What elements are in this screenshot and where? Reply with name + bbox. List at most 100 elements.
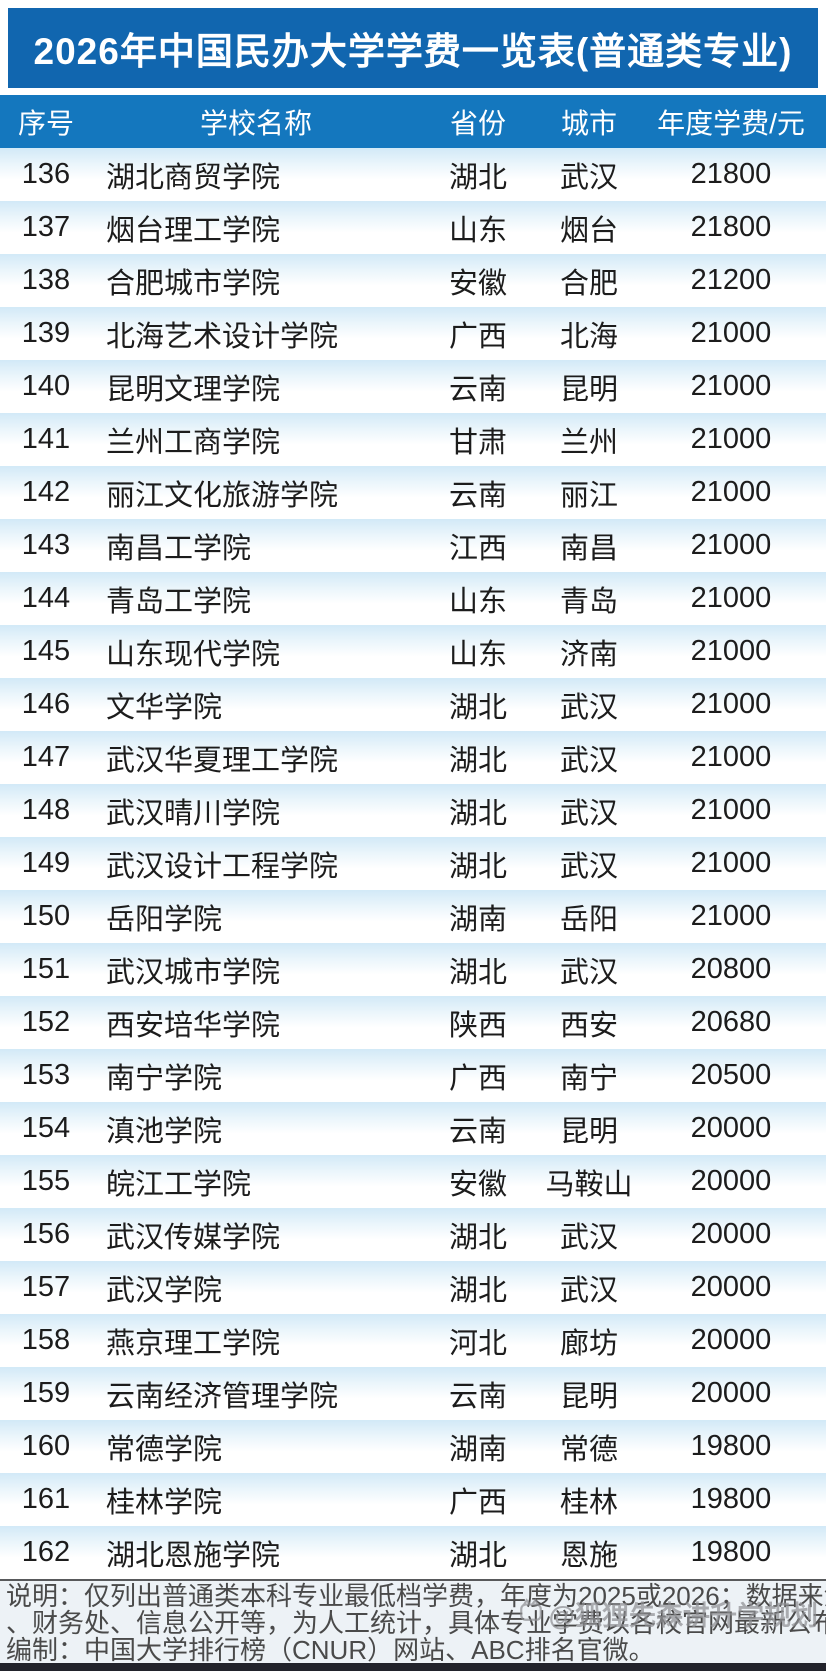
row-number: 145 bbox=[21, 635, 71, 667]
tuition-fee: 21000 bbox=[690, 317, 772, 349]
tuition-fee: 21000 bbox=[690, 794, 772, 826]
province: 甘肃 bbox=[448, 426, 507, 459]
table-row: 141 兰州工商学院 甘肃 兰州 21000 bbox=[0, 413, 826, 466]
tuition-fee: 21000 bbox=[690, 688, 772, 720]
city: 合肥 bbox=[559, 267, 618, 300]
school-name: 兰州工商学院 bbox=[106, 426, 281, 459]
row-number: 154 bbox=[21, 1112, 71, 1144]
province: 湖北 bbox=[448, 850, 507, 883]
school-name: 文华学院 bbox=[106, 691, 223, 724]
province: 湖南 bbox=[448, 903, 507, 936]
city: 西安 bbox=[559, 1009, 618, 1042]
tuition-fee: 21000 bbox=[690, 423, 772, 455]
table-row: 155 皖江工学院 安徽 马鞍山 20000 bbox=[0, 1155, 826, 1208]
city: 武汉 bbox=[559, 744, 618, 777]
table-row: 144 青岛工学院 山东 青岛 21000 bbox=[0, 572, 826, 625]
city: 武汉 bbox=[559, 1274, 618, 1307]
header-index: 序号 bbox=[17, 107, 74, 139]
table-row: 140 昆明文理学院 云南 昆明 21000 bbox=[0, 360, 826, 413]
city: 武汉 bbox=[559, 797, 618, 830]
table-row: 148 武汉晴川学院 湖北 武汉 21000 bbox=[0, 784, 826, 837]
bottom-bar bbox=[0, 1663, 826, 1671]
tuition-fee: 21000 bbox=[690, 529, 772, 561]
row-number: 151 bbox=[21, 953, 71, 985]
city: 昆明 bbox=[559, 373, 618, 406]
city: 马鞍山 bbox=[545, 1168, 633, 1201]
province: 湖北 bbox=[448, 691, 507, 724]
school-name: 南昌工学院 bbox=[106, 532, 252, 565]
row-number: 136 bbox=[21, 158, 71, 190]
row-number: 146 bbox=[21, 688, 71, 720]
school-name: 武汉华夏理工学院 bbox=[106, 744, 339, 777]
tuition-fee: 20800 bbox=[690, 953, 772, 985]
city: 武汉 bbox=[559, 161, 618, 194]
province: 湖北 bbox=[448, 1539, 507, 1572]
city: 北海 bbox=[559, 320, 618, 353]
school-name: 桂林学院 bbox=[106, 1486, 223, 1519]
table-row: 150 岳阳学院 湖南 岳阳 21000 bbox=[0, 890, 826, 943]
province: 湖北 bbox=[448, 744, 507, 777]
table-row: 149 武汉设计工程学院 湖北 武汉 21000 bbox=[0, 837, 826, 890]
tuition-fee: 19800 bbox=[690, 1536, 772, 1568]
table-row: 160 常德学院 湖南 常德 19800 bbox=[0, 1420, 826, 1473]
row-number: 138 bbox=[21, 264, 71, 296]
table-row: 159 云南经济管理学院 云南 昆明 20000 bbox=[0, 1367, 826, 1420]
tuition-fee: 21000 bbox=[690, 741, 772, 773]
tuition-fee: 20000 bbox=[690, 1218, 772, 1250]
province: 河北 bbox=[448, 1327, 507, 1360]
city: 武汉 bbox=[559, 1221, 618, 1254]
province: 山东 bbox=[448, 585, 507, 618]
province: 山东 bbox=[448, 214, 507, 247]
table-row: 145 山东现代学院 山东 济南 21000 bbox=[0, 625, 826, 678]
table-row: 153 南宁学院 广西 南宁 20500 bbox=[0, 1049, 826, 1102]
tuition-fee: 20000 bbox=[690, 1112, 772, 1144]
school-name: 武汉设计工程学院 bbox=[106, 850, 339, 883]
row-number: 140 bbox=[21, 370, 71, 402]
province: 安徽 bbox=[448, 267, 507, 300]
fox-logo-icon bbox=[518, 1597, 544, 1630]
tuition-fee: 20000 bbox=[690, 1165, 772, 1197]
city: 桂林 bbox=[559, 1486, 618, 1519]
city: 常德 bbox=[559, 1433, 618, 1466]
school-name: 北海艺术设计学院 bbox=[106, 320, 339, 353]
school-name: 滇池学院 bbox=[106, 1115, 223, 1148]
school-name: 昆明文理学院 bbox=[106, 373, 281, 406]
row-number: 137 bbox=[21, 211, 71, 243]
school-name: 南宁学院 bbox=[106, 1062, 223, 1095]
tuition-fee: 19800 bbox=[690, 1483, 772, 1515]
province: 湖南 bbox=[448, 1433, 507, 1466]
tuition-fee: 21000 bbox=[690, 582, 772, 614]
table-row: 147 武汉华夏理工学院 湖北 武汉 21000 bbox=[0, 731, 826, 784]
table-row: 137 烟台理工学院 山东 烟台 21800 bbox=[0, 201, 826, 254]
tuition-fee: 21000 bbox=[690, 370, 772, 402]
province: 广西 bbox=[448, 1486, 507, 1519]
province: 云南 bbox=[448, 1380, 507, 1413]
table-row: 146 文华学院 湖北 武汉 21000 bbox=[0, 678, 826, 731]
tuition-fee: 21000 bbox=[690, 635, 772, 667]
tuition-fee: 20000 bbox=[690, 1377, 772, 1409]
header-fee: 年度学费/元 bbox=[657, 107, 805, 139]
table-row: 138 合肥城市学院 安徽 合肥 21200 bbox=[0, 254, 826, 307]
header-province: 省份 bbox=[449, 107, 506, 139]
province: 湖北 bbox=[448, 161, 507, 194]
school-name: 武汉城市学院 bbox=[106, 956, 281, 989]
tuition-fee: 20000 bbox=[690, 1271, 772, 1303]
header-city: 城市 bbox=[560, 107, 617, 139]
school-name: 皖江工学院 bbox=[106, 1168, 252, 1201]
school-name: 武汉学院 bbox=[106, 1274, 223, 1307]
row-number: 150 bbox=[21, 900, 71, 932]
table-row: 161 桂林学院 广西 桂林 19800 bbox=[0, 1473, 826, 1526]
watermark: @狐狸先森讲升学规划 bbox=[518, 1594, 818, 1633]
province: 安徽 bbox=[448, 1168, 507, 1201]
school-name: 武汉晴川学院 bbox=[106, 797, 281, 830]
table-row: 142 丽江文化旅游学院 云南 丽江 21000 bbox=[0, 466, 826, 519]
table-row: 157 武汉学院 湖北 武汉 20000 bbox=[0, 1261, 826, 1314]
tuition-fee: 21000 bbox=[690, 900, 772, 932]
city: 青岛 bbox=[559, 585, 618, 618]
row-number: 159 bbox=[21, 1377, 71, 1409]
school-name: 烟台理工学院 bbox=[106, 214, 281, 247]
header-school-name: 学校名称 bbox=[199, 107, 312, 139]
tuition-fee: 20680 bbox=[690, 1006, 772, 1038]
school-name: 湖北商贸学院 bbox=[106, 161, 281, 194]
footer-line-3: 编制：中国大学排行榜（CNUR）网站、ABC排名官微。 bbox=[6, 1635, 655, 1665]
